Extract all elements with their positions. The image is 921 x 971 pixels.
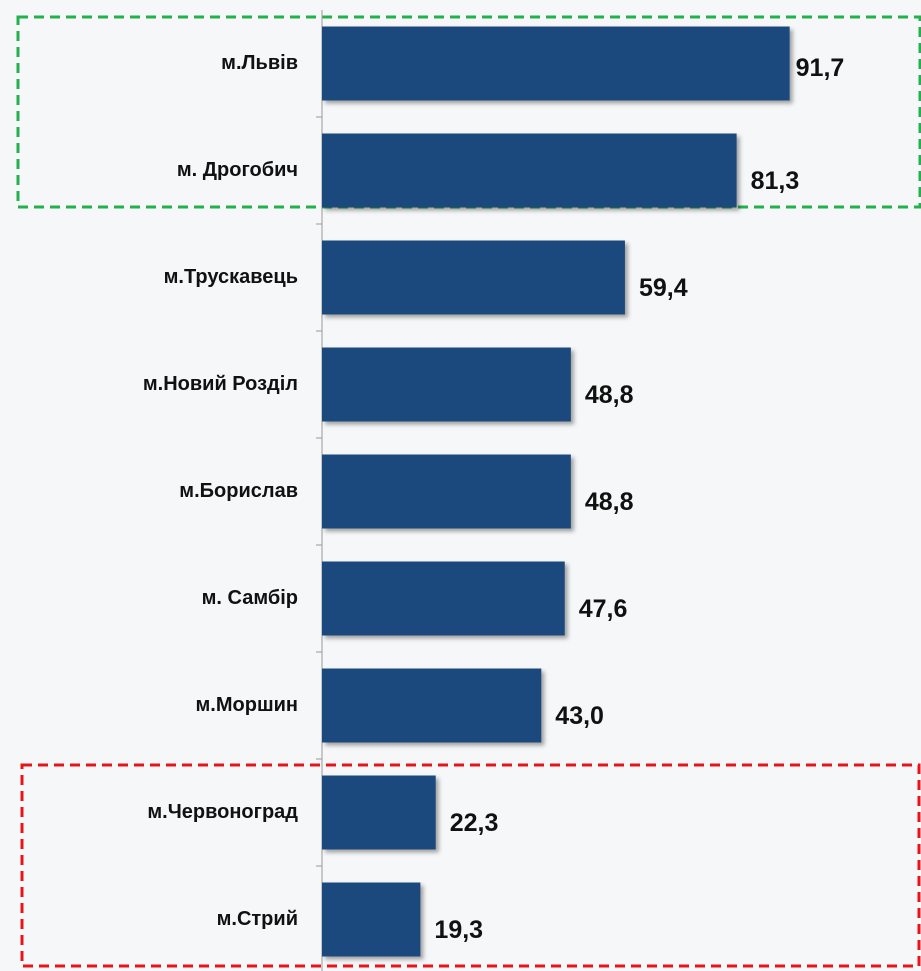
bar (322, 775, 436, 850)
bar (322, 240, 625, 315)
y-tick-label: м.Новий Розділ (143, 373, 298, 395)
highlight-box-bottom (20, 763, 921, 968)
y-tick-label: м. Дрогобич (177, 159, 298, 181)
y-tick-label: м.Моршин (196, 694, 299, 716)
data-label: 48,8 (585, 381, 634, 409)
bar (322, 26, 790, 101)
data-label: 48,8 (585, 488, 634, 516)
data-label: 59,4 (639, 274, 688, 302)
data-label: 81,3 (751, 167, 800, 195)
data-label: 19,3 (434, 916, 483, 944)
bar (322, 133, 737, 208)
y-tick-label: м.Борислав (179, 480, 298, 502)
data-label: 91,7 (796, 54, 845, 82)
y-tick-label: м.Червоноград (147, 801, 298, 823)
data-label: 22,3 (450, 809, 499, 837)
data-label: 47,6 (579, 595, 628, 623)
y-tick-label: м.Львів (221, 52, 298, 74)
bar (322, 668, 542, 743)
y-tick-label: м.Стрий (217, 908, 298, 930)
bar (322, 882, 421, 957)
bar (322, 454, 571, 529)
y-tick-label: м.Трускавець (164, 266, 298, 288)
data-label: 43,0 (555, 702, 604, 730)
y-tick-label: м. Самбір (202, 587, 298, 609)
bar (322, 561, 565, 636)
bar (322, 347, 571, 422)
